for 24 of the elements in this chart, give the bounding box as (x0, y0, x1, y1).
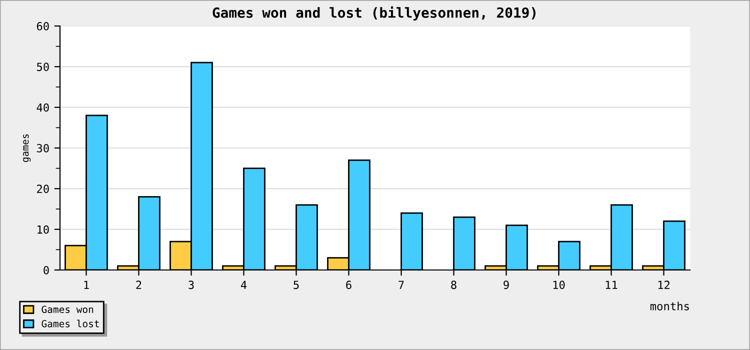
y-tick-label: 50 (36, 62, 49, 72)
chart-title: Games won and lost (billyesonnen, 2019) (212, 6, 536, 21)
x-axis-title: months (650, 302, 689, 310)
x-tick-label: 2 (136, 280, 142, 289)
x-tick-label: 8 (451, 280, 456, 290)
y-tick-label: 40 (36, 103, 49, 112)
legend-label: Games won (42, 306, 94, 314)
y-axis-title: games (23, 134, 31, 162)
y-tick-label: 60 (36, 22, 49, 30)
y-tick-label: 30 (36, 144, 49, 152)
x-tick-label: 5 (294, 280, 299, 290)
y-tick-label: 0 (44, 266, 49, 274)
x-tick-label: 3 (188, 280, 194, 290)
y-tick-label: 10 (38, 225, 49, 234)
x-tick-label: 9 (504, 280, 509, 290)
x-tick-label: 1 (84, 280, 89, 289)
x-tick-label: 10 (553, 280, 565, 290)
legend-label: Games lost (42, 320, 99, 328)
x-tick-label: 6 (346, 280, 352, 290)
y-tick-label: 20 (37, 184, 49, 194)
x-tick-label: 11 (606, 280, 618, 289)
x-tick-label: 12 (658, 280, 670, 289)
x-tick-label: 4 (240, 280, 247, 289)
x-tick-label: 7 (398, 280, 404, 289)
